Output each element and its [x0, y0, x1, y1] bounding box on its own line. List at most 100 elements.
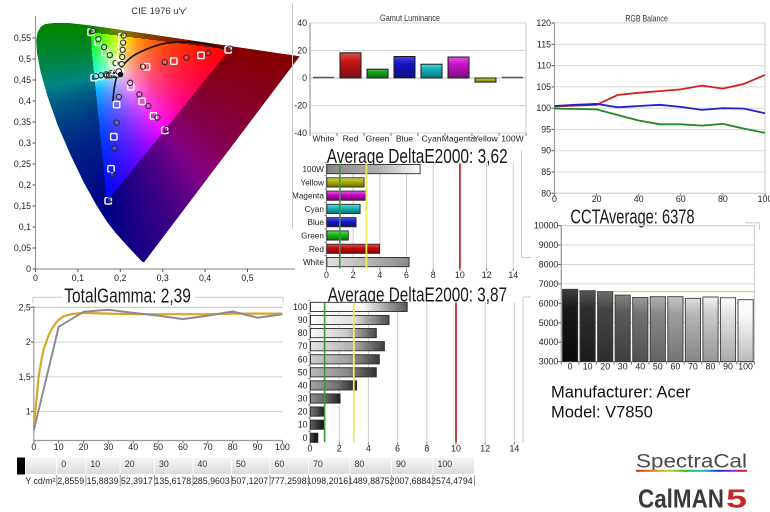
- svg-text:2007,6884: 2007,6884: [390, 476, 432, 486]
- svg-text:40: 40: [635, 362, 645, 372]
- svg-text:100: 100: [438, 459, 453, 469]
- svg-text:10: 10: [298, 420, 308, 430]
- svg-text:White: White: [303, 258, 324, 267]
- svg-text:100: 100: [293, 302, 308, 312]
- svg-text:Average DeltaE2000: 3,87: Average DeltaE2000: 3,87: [328, 285, 507, 307]
- svg-text:10: 10: [451, 444, 461, 454]
- svg-text:285,9603: 285,9603: [193, 476, 230, 486]
- svg-text:0,5: 0,5: [19, 54, 31, 64]
- svg-text:40: 40: [298, 380, 308, 390]
- svg-text:4: 4: [366, 444, 371, 454]
- svg-text:10: 10: [583, 362, 593, 372]
- svg-text:Y cd/m²: Y cd/m²: [25, 476, 55, 486]
- svg-text:80: 80: [228, 442, 238, 452]
- svg-text:0,35: 0,35: [14, 117, 31, 127]
- svg-text:100: 100: [738, 362, 753, 372]
- svg-text:CIE 1976 u′v′: CIE 1976 u′v′: [131, 6, 187, 17]
- svg-text:14: 14: [510, 444, 520, 454]
- svg-text:Average DeltaE2000: 3,62: Average DeltaE2000: 3,62: [327, 146, 508, 168]
- svg-text:30: 30: [159, 459, 169, 469]
- svg-text:0: 0: [302, 73, 307, 83]
- svg-text:Blue: Blue: [396, 134, 413, 144]
- svg-text:2: 2: [351, 270, 356, 280]
- svg-text:105: 105: [536, 82, 551, 92]
- svg-text:Yellow: Yellow: [473, 134, 498, 144]
- svg-text:6: 6: [404, 270, 409, 280]
- svg-text:90: 90: [723, 362, 733, 372]
- svg-text:20: 20: [600, 362, 610, 372]
- svg-text:40: 40: [297, 18, 307, 28]
- svg-text:30: 30: [618, 362, 628, 372]
- svg-text:40: 40: [198, 459, 208, 469]
- svg-text:60: 60: [178, 442, 188, 452]
- svg-text:90: 90: [541, 146, 551, 156]
- svg-text:60: 60: [275, 459, 285, 469]
- svg-text:Yellow: Yellow: [301, 178, 324, 187]
- svg-text:30: 30: [298, 394, 308, 404]
- svg-text:0: 0: [568, 362, 573, 372]
- svg-text:0: 0: [26, 264, 31, 274]
- svg-text:80: 80: [541, 188, 551, 198]
- svg-text:CCTAverage: 6378: CCTAverage: 6378: [570, 206, 694, 228]
- svg-text:CalMAN: CalMAN: [638, 484, 724, 512]
- svg-text:-20: -20: [294, 101, 307, 111]
- svg-text:14: 14: [508, 270, 518, 280]
- svg-text:8000: 8000: [539, 260, 559, 270]
- svg-text:Magenta: Magenta: [442, 134, 476, 144]
- svg-text:52,3917: 52,3917: [121, 476, 153, 486]
- svg-text:Magenta: Magenta: [292, 192, 324, 201]
- svg-text:9000: 9000: [539, 240, 559, 250]
- svg-text:0,1: 0,1: [19, 222, 31, 232]
- svg-text:50: 50: [653, 362, 663, 372]
- svg-text:0,4: 0,4: [19, 96, 31, 106]
- svg-text:0: 0: [552, 194, 557, 204]
- svg-text:12: 12: [480, 444, 490, 454]
- svg-text:100W: 100W: [303, 165, 325, 174]
- svg-text:30: 30: [104, 442, 114, 452]
- svg-text:0: 0: [308, 444, 313, 454]
- svg-text:2: 2: [337, 444, 342, 454]
- svg-text:0,45: 0,45: [14, 75, 31, 85]
- svg-text:Red: Red: [309, 245, 324, 254]
- svg-text:70: 70: [298, 341, 308, 351]
- svg-text:2,5: 2,5: [19, 302, 31, 312]
- svg-text:100: 100: [758, 194, 770, 204]
- svg-text:40: 40: [634, 194, 644, 204]
- svg-text:0,15: 0,15: [14, 201, 31, 211]
- svg-text:0: 0: [31, 442, 36, 452]
- svg-text:40: 40: [128, 442, 138, 452]
- svg-text:80: 80: [718, 194, 728, 204]
- svg-text:-40: -40: [294, 128, 307, 138]
- svg-text:Cyan: Cyan: [305, 205, 325, 214]
- svg-text:777,2598: 777,2598: [270, 476, 307, 486]
- svg-text:0,3: 0,3: [19, 138, 31, 148]
- svg-text:Gamut Luminance: Gamut Luminance: [380, 13, 440, 24]
- svg-text:0,4: 0,4: [199, 273, 211, 283]
- svg-text:0,55: 0,55: [14, 33, 31, 43]
- svg-text:10000: 10000: [534, 221, 559, 231]
- svg-text:5: 5: [726, 484, 747, 512]
- svg-text:90: 90: [396, 459, 406, 469]
- svg-text:0,05: 0,05: [14, 243, 31, 253]
- svg-text:70: 70: [688, 362, 698, 372]
- svg-text:0: 0: [324, 270, 329, 280]
- svg-text:50: 50: [153, 442, 163, 452]
- svg-text:100W: 100W: [501, 134, 524, 144]
- svg-text:0,2: 0,2: [114, 273, 126, 283]
- svg-text:0,3: 0,3: [157, 273, 169, 283]
- svg-text:10: 10: [54, 442, 64, 452]
- svg-text:12: 12: [482, 270, 492, 280]
- svg-text:20: 20: [79, 442, 89, 452]
- svg-text:Red: Red: [343, 134, 359, 144]
- svg-text:1,5: 1,5: [19, 372, 31, 382]
- svg-text:6: 6: [395, 444, 400, 454]
- svg-text:20: 20: [592, 194, 602, 204]
- svg-text:90: 90: [253, 442, 263, 452]
- svg-text:60: 60: [298, 354, 308, 364]
- svg-text:60: 60: [671, 362, 681, 372]
- svg-text:SpectraCal: SpectraCal: [636, 452, 747, 473]
- svg-text:White: White: [313, 134, 335, 144]
- svg-text:70: 70: [203, 442, 213, 452]
- svg-text:2574,4794: 2574,4794: [431, 476, 473, 486]
- svg-text:1098,2016: 1098,2016: [307, 476, 349, 486]
